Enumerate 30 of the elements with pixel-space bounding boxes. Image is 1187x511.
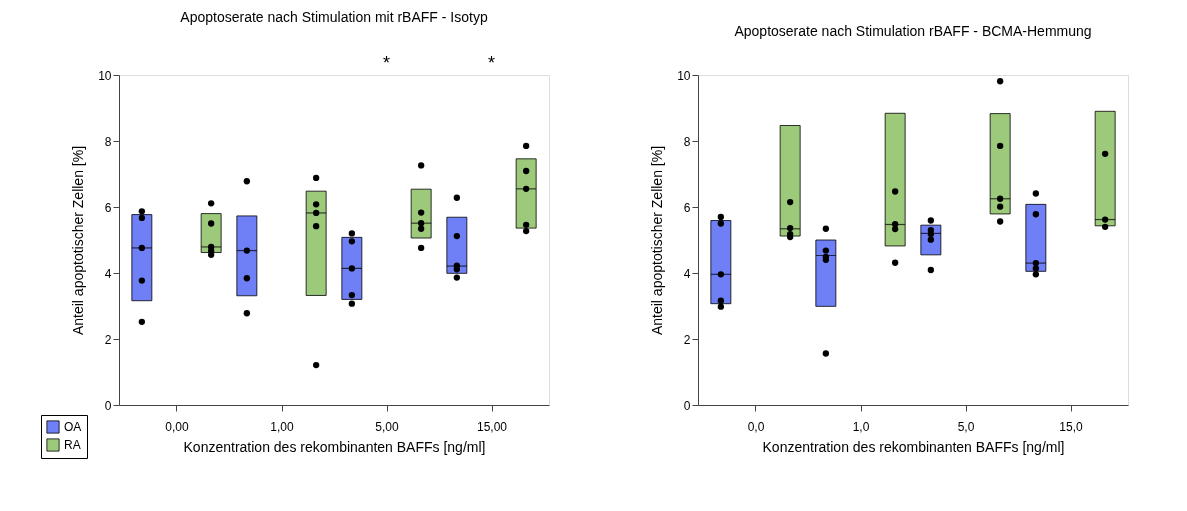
x-tick-label: 5,00 — [375, 419, 399, 434]
y-tick-label: 2 — [683, 332, 691, 347]
y-tick-label: 4 — [683, 266, 691, 281]
y-axis-title: Anteil apoptotischer Zellen [%] — [649, 145, 666, 336]
chart-title: Apoptoserate nach Stimulation rBAFF - BCMA-Hemmung — [734, 23, 1092, 39]
y-tick-label: 10 — [677, 68, 691, 83]
y-tick-label: 6 — [104, 200, 112, 215]
y-tick-label: 2 — [104, 332, 112, 347]
y-tick-label: 0 — [683, 398, 691, 413]
x-tick-label: 5,0 — [957, 419, 975, 434]
x-tick-label: 15,0 — [1059, 419, 1083, 434]
x-tick-label: 0,0 — [747, 419, 765, 434]
x-axis-title: Konzentration des rekombinanten BAFFs [ng/ml] — [183, 438, 486, 455]
legend-label: OA — [64, 420, 82, 434]
x-tick-label: 1,00 — [270, 419, 294, 434]
x-tick-label: 15,00 — [476, 419, 508, 434]
y-tick-label: 0 — [104, 398, 112, 413]
y-tick-label: 8 — [104, 134, 112, 149]
y-tick-label: 8 — [683, 134, 691, 149]
x-tick-label: 0,00 — [165, 419, 189, 434]
y-axis-title: Anteil apoptotischer Zellen [%] — [70, 145, 87, 336]
y-tick-label: 10 — [98, 68, 112, 83]
text: * — [382, 53, 391, 73]
x-axis-title: Konzentration des rekombinanten BAFFs [ng/ml] — [762, 438, 1065, 455]
y-tick-label: 4 — [104, 266, 112, 281]
legend-label: RA — [64, 438, 81, 452]
chart-title: Apoptoserate nach Stimulation mit rBAFF - Isotyp — [180, 9, 488, 25]
y-tick-label: 6 — [683, 200, 691, 215]
x-tick-label: 1,0 — [852, 419, 870, 434]
text: * — [487, 53, 496, 73]
